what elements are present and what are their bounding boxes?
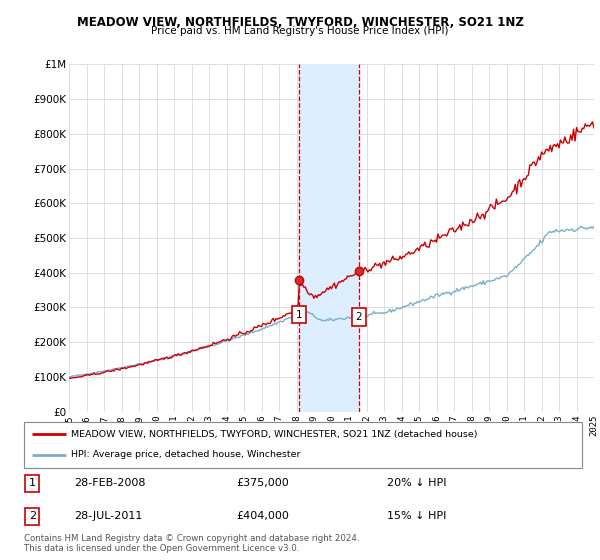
Text: MEADOW VIEW, NORTHFIELDS, TWYFORD, WINCHESTER, SO21 1NZ (detached house): MEADOW VIEW, NORTHFIELDS, TWYFORD, WINCH…	[71, 430, 478, 438]
Text: HPI: Average price, detached house, Winchester: HPI: Average price, detached house, Winc…	[71, 450, 301, 459]
Text: £375,000: £375,000	[236, 478, 289, 488]
Text: 1: 1	[29, 478, 36, 488]
Text: Price paid vs. HM Land Registry's House Price Index (HPI): Price paid vs. HM Land Registry's House …	[151, 26, 449, 36]
Text: 2: 2	[356, 312, 362, 322]
Text: 2: 2	[29, 511, 36, 521]
Text: 28-JUL-2011: 28-JUL-2011	[74, 511, 143, 521]
Text: 1: 1	[296, 310, 302, 320]
Text: 28-FEB-2008: 28-FEB-2008	[74, 478, 146, 488]
Text: 15% ↓ HPI: 15% ↓ HPI	[387, 511, 446, 521]
Text: 20% ↓ HPI: 20% ↓ HPI	[387, 478, 446, 488]
Bar	[299, 64, 359, 412]
Text: £404,000: £404,000	[236, 511, 289, 521]
FancyBboxPatch shape	[24, 422, 582, 468]
Text: Contains HM Land Registry data © Crown copyright and database right 2024.
This d: Contains HM Land Registry data © Crown c…	[24, 534, 359, 553]
Text: MEADOW VIEW, NORTHFIELDS, TWYFORD, WINCHESTER, SO21 1NZ: MEADOW VIEW, NORTHFIELDS, TWYFORD, WINCH…	[77, 16, 523, 29]
